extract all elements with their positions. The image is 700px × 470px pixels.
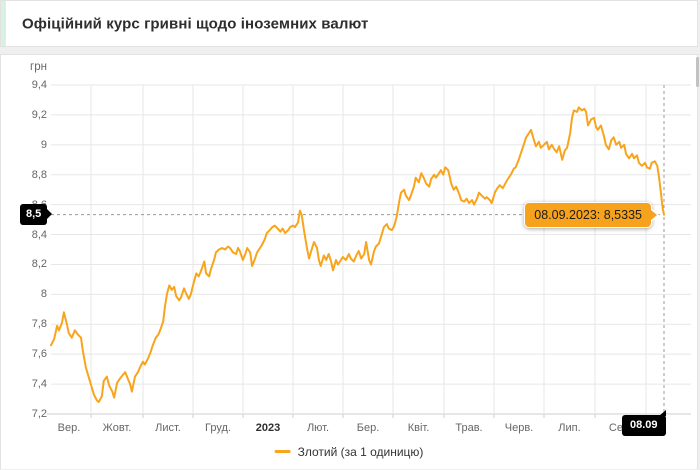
y-axis-tick-label: 9,4 [31, 79, 47, 91]
scrollbar-thumb[interactable] [696, 57, 699, 87]
x-axis-tick-label: Лист. [155, 422, 181, 434]
x-axis-tick-label: Лип. [558, 422, 581, 434]
title-bar: Офіційний курс гривні щодо іноземних вал… [0, 0, 698, 47]
chart-plot-area[interactable] [1, 55, 699, 470]
crosshair-date-tag: 08.09 [622, 410, 666, 436]
y-axis-tick-label: 7,4 [31, 378, 47, 391]
x-axis-tick-label: Жовт. [102, 422, 132, 434]
x-axis-tick-label: Трав. [455, 422, 483, 434]
y-axis-tick-label: 7,8 [31, 318, 47, 331]
x-axis-tick-label: Лют. [306, 422, 330, 434]
x-axis-tick-label: Черв. [504, 422, 534, 434]
chart-panel: грн 9,49,298,88,68,48,287,87,67,47,2 Вер… [0, 54, 698, 469]
legend-item-zloty[interactable]: Злотий (за 1 одиницю) [274, 445, 424, 459]
x-axis-tick-label: Вер. [57, 422, 81, 434]
title-accent-bar [1, 1, 6, 46]
page-title: Офіційний курс гривні щодо іноземних вал… [22, 15, 369, 32]
y-axis-unit-label: грн [30, 61, 47, 73]
y-axis-tick-label: 7,6 [31, 348, 47, 361]
x-axis-tick-label: Бер. [356, 422, 380, 434]
crosshair-value-tag: 8,5 [20, 203, 53, 225]
y-axis-tick-label: 9,2 [31, 108, 47, 121]
x-axis-tick-label: Груд. [205, 422, 231, 434]
y-axis-tick-label: 7,2 [31, 408, 47, 420]
chart-tooltip-text: 08.09.2023: 8,5335 [534, 207, 642, 222]
data-line-zloty [50, 106, 665, 403]
y-axis-tick-label: 9 [40, 138, 47, 151]
legend-line-swatch-icon [274, 450, 291, 453]
legend-label: Злотий (за 1 одиницю) [297, 445, 424, 459]
x-axis-tick-label: Квіт. [407, 422, 430, 434]
x-axis-tick-label: 2023 [255, 422, 281, 434]
y-axis-tick-label: 8 [40, 288, 47, 301]
tooltip-arrow-icon [651, 209, 657, 220]
y-axis-tick-label: 8,4 [31, 228, 47, 241]
y-axis-tick-label: 8,2 [31, 258, 47, 271]
chart-tooltip: 08.09.2023: 8,5335 [524, 201, 659, 228]
y-axis-tick-label: 8,8 [31, 168, 47, 181]
